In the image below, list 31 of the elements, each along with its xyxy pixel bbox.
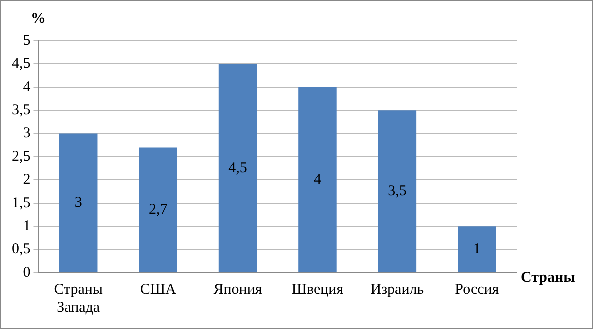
bar (218, 64, 258, 272)
y-tick-label: 4,5 (12, 56, 31, 72)
bar (139, 148, 178, 272)
y-tick-label: 1 (23, 218, 31, 235)
x-tick-label: Страны Запада (54, 282, 104, 316)
x-tick-label: Япония (214, 282, 262, 298)
data-label: 1 (473, 241, 481, 258)
x-tick-label: Израиль (370, 282, 424, 298)
data-label: 2,7 (148, 202, 168, 218)
x-axis-title: Страны (521, 270, 576, 286)
x-tick-label: Россия (455, 282, 500, 298)
data-label: 4,5 (228, 160, 248, 176)
data-label: 3 (74, 195, 82, 212)
bar (378, 110, 417, 272)
data-label: 4 (314, 172, 322, 188)
y-tick-label: 3,5 (12, 102, 31, 119)
y-tick-label: 5 (23, 32, 31, 49)
x-tick-label: Швеция (292, 282, 344, 298)
x-tick-label: США (140, 282, 176, 298)
y-tick-label: 4 (23, 79, 32, 96)
bar (298, 87, 337, 272)
bar (458, 226, 496, 272)
y-tick-label: 2,5 (12, 148, 31, 165)
data-label: 3,5 (388, 183, 407, 200)
y-tick-label: 0 (23, 264, 31, 281)
bar (59, 134, 98, 272)
y-tick-label: 0,5 (12, 242, 31, 258)
y-tick-label: 3 (23, 126, 31, 142)
y-axis-title: % (31, 10, 46, 27)
y-tick-label: 1,5 (12, 195, 31, 212)
y-tick-label: 2 (23, 172, 31, 188)
